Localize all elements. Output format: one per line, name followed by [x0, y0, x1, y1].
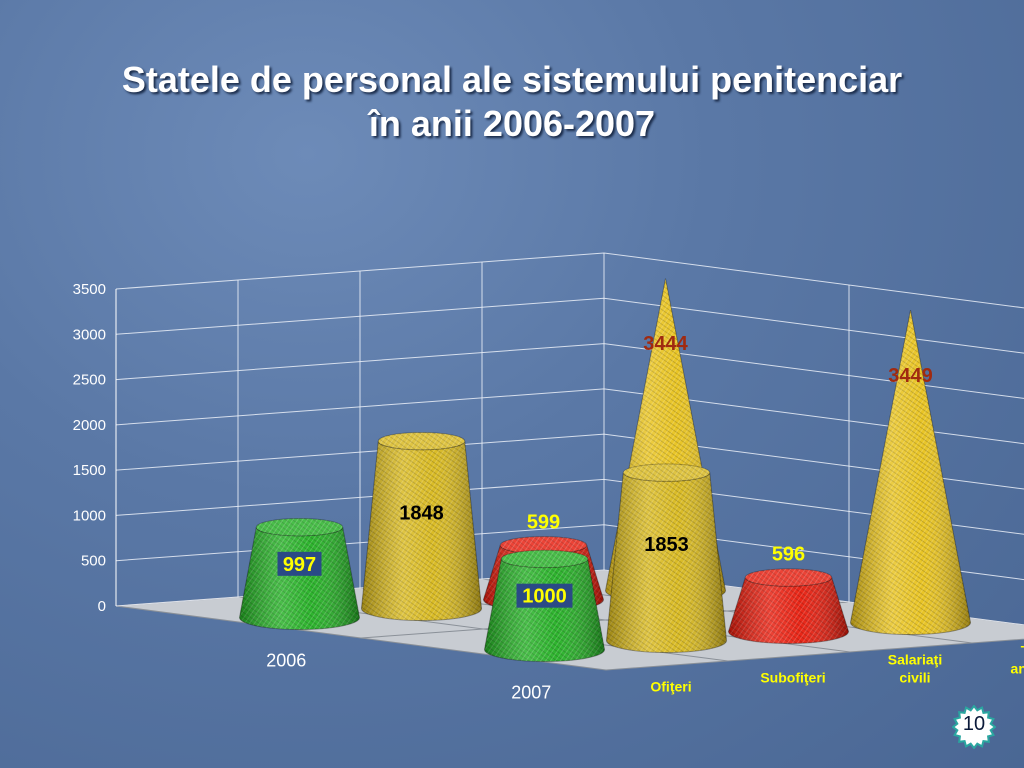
page-number-badge: [952, 705, 996, 749]
cone-top-highlight: [500, 536, 587, 554]
data-label: 3444: [643, 333, 688, 355]
cone-2007-1: [605, 463, 728, 653]
cone-top-texture: [623, 464, 710, 482]
gridline: [115, 252, 1024, 309]
cone-top-highlight: [256, 518, 343, 536]
gridline: [115, 297, 1024, 354]
cone-top-texture: [745, 568, 832, 587]
cone-shading: [484, 558, 605, 662]
data-label: 997: [283, 554, 316, 576]
cone-2006-1: [360, 431, 483, 621]
y-tick-label: 1500: [73, 462, 106, 479]
cone-2007-0: [483, 549, 606, 662]
data-label-box: [277, 551, 322, 576]
category-label: Subofiţeri: [760, 670, 825, 686]
slide-title: Statele de personal ale sistemului penit…: [0, 58, 1024, 146]
y-tick-label: 1000: [73, 507, 106, 524]
category-label: Salariaţi civili: [888, 652, 942, 686]
cone-top-texture: [256, 518, 343, 536]
category-label: Ofiţeri: [650, 679, 691, 695]
y-tick-label: 3000: [73, 326, 106, 343]
series-label: 2006: [266, 650, 306, 670]
title-line-1: Statele de personal ale sistemului penit…: [121, 59, 903, 100]
data-label: 1848: [399, 502, 444, 524]
data-label: 3449: [888, 365, 933, 387]
cone-shading: [606, 472, 727, 653]
data-label-box: [516, 583, 573, 608]
cone-top-highlight: [378, 432, 465, 450]
data-label: 596: [772, 544, 805, 566]
cone-shading: [361, 441, 482, 621]
y-tick-label: 0: [98, 598, 106, 615]
cone-top-texture: [501, 550, 588, 568]
y-tick-label: 500: [81, 553, 106, 570]
cone-top-texture: [378, 432, 465, 450]
cone-top-highlight: [623, 464, 710, 482]
y-tick-label: 2500: [73, 372, 106, 389]
cone-shading: [239, 527, 360, 630]
data-label: 599: [527, 511, 560, 533]
category-label: Totalangajaţi: [1011, 643, 1024, 677]
page-number: 10: [962, 713, 986, 735]
series-label: 2007: [511, 682, 551, 702]
cone-shading: [850, 310, 971, 635]
cone-top-highlight: [745, 568, 832, 587]
cone-shading: [728, 577, 849, 644]
title-line-2: în anii 2006-2007: [368, 103, 656, 144]
cone-top-highlight: [501, 550, 588, 568]
data-label: 1853: [644, 534, 689, 556]
y-tick-label: 2000: [73, 417, 106, 434]
cone-2007-2: [727, 568, 850, 644]
data-label: 1000: [522, 586, 567, 608]
cone-top-texture: [500, 536, 587, 554]
cone-2006-0: [238, 518, 361, 630]
y-tick-label: 3500: [73, 281, 106, 298]
cone-2007-3: [849, 310, 972, 635]
